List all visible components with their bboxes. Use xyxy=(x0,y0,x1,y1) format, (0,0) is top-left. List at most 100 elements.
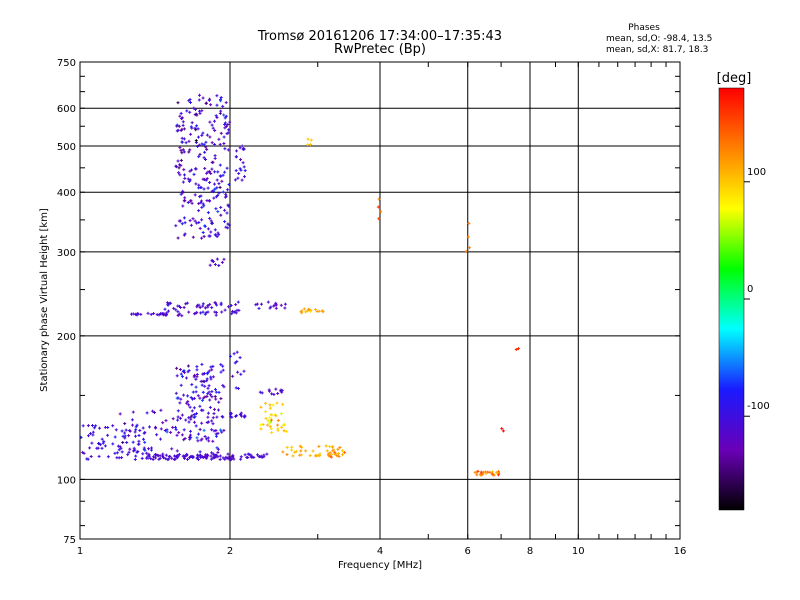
data-point xyxy=(214,154,216,158)
data-point xyxy=(217,193,219,197)
data-point xyxy=(465,249,467,253)
data-point xyxy=(215,432,217,436)
data-point xyxy=(206,377,208,381)
data-point xyxy=(318,444,320,448)
data-point xyxy=(199,450,201,454)
data-point xyxy=(206,147,208,151)
data-point xyxy=(180,416,181,420)
data-point xyxy=(199,195,201,199)
data-point xyxy=(176,433,178,437)
data-point xyxy=(180,372,182,376)
data-point xyxy=(202,455,204,459)
data-point xyxy=(515,348,517,351)
data-point xyxy=(282,450,284,454)
data-point xyxy=(183,216,185,220)
data-point xyxy=(189,199,191,203)
data-point xyxy=(177,415,179,419)
data-point xyxy=(183,393,185,397)
data-point xyxy=(190,125,192,129)
data-point xyxy=(222,104,224,108)
data-point xyxy=(190,415,192,419)
data-point xyxy=(177,101,179,105)
data-point xyxy=(325,444,327,448)
data-point xyxy=(189,148,191,152)
data-point xyxy=(180,306,181,309)
data-point xyxy=(485,472,487,476)
data-point xyxy=(231,312,233,316)
data-point xyxy=(119,445,121,449)
data-point xyxy=(265,410,266,414)
data-point xyxy=(179,114,181,118)
data-point xyxy=(143,431,145,435)
data-point xyxy=(497,471,499,475)
data-point xyxy=(260,423,262,427)
data-point xyxy=(263,455,265,459)
data-point xyxy=(205,453,207,457)
data-point xyxy=(299,453,301,457)
data-point xyxy=(86,457,88,461)
data-point xyxy=(180,158,182,162)
data-point xyxy=(215,195,217,199)
data-point xyxy=(107,433,109,437)
data-point xyxy=(211,368,213,372)
data-point xyxy=(162,452,164,456)
data-point xyxy=(178,313,180,317)
data-point xyxy=(216,178,218,182)
data-point xyxy=(182,370,184,373)
data-point xyxy=(188,310,190,314)
data-point xyxy=(216,103,218,107)
data-point xyxy=(240,411,242,415)
data-point xyxy=(135,312,137,316)
data-point xyxy=(202,304,204,308)
data-point xyxy=(256,302,258,306)
data-point xyxy=(301,311,303,315)
data-point xyxy=(200,186,202,189)
data-point xyxy=(178,171,180,175)
data-point xyxy=(220,109,222,113)
data-point xyxy=(152,409,154,413)
data-point xyxy=(203,428,205,432)
data-point xyxy=(221,260,223,264)
data-point xyxy=(147,454,149,458)
data-point xyxy=(214,187,216,191)
data-point xyxy=(160,427,162,431)
data-point xyxy=(240,457,242,461)
data-point xyxy=(202,398,203,402)
data-point xyxy=(481,472,483,476)
data-point xyxy=(205,311,207,315)
y-tick-label: 200 xyxy=(57,332,76,343)
data-point xyxy=(201,133,203,137)
data-point xyxy=(180,192,182,196)
data-point xyxy=(176,449,178,453)
data-point xyxy=(333,448,335,452)
data-point xyxy=(188,369,190,373)
data-point xyxy=(230,304,232,307)
data-point xyxy=(277,427,279,431)
data-point xyxy=(206,171,208,175)
data-point xyxy=(189,219,191,223)
data-point xyxy=(179,163,180,167)
data-point xyxy=(258,306,260,310)
data-point xyxy=(153,455,154,459)
data-point xyxy=(177,409,179,413)
data-point xyxy=(179,146,181,150)
colorbar-label: [deg] xyxy=(717,71,752,86)
data-point xyxy=(188,99,190,103)
data-point xyxy=(262,423,264,426)
data-point xyxy=(143,437,144,441)
data-point xyxy=(95,424,97,428)
data-point xyxy=(214,310,216,314)
data-point xyxy=(189,169,191,173)
data-point xyxy=(233,352,235,356)
data-point xyxy=(131,312,132,316)
data-point xyxy=(185,302,187,306)
data-point xyxy=(160,312,162,316)
data-point xyxy=(166,301,168,305)
data-point xyxy=(216,446,218,450)
data-point xyxy=(219,142,221,146)
data-point xyxy=(225,194,227,198)
data-point xyxy=(377,205,379,209)
data-point xyxy=(228,223,230,227)
data-point xyxy=(196,124,198,128)
data-point xyxy=(219,163,221,167)
